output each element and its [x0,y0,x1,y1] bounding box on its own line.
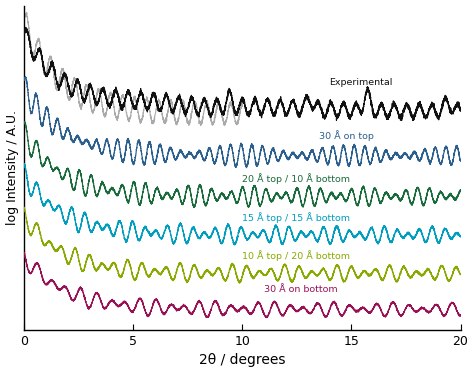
Text: 20 Å top / 10 Å bottom: 20 Å top / 10 Å bottom [242,173,350,184]
Y-axis label: log Intensity / A.U.: log Intensity / A.U. [6,110,18,225]
Text: Experimental: Experimental [329,78,393,87]
X-axis label: 2θ / degrees: 2θ / degrees [199,354,285,367]
Text: 15 Å top / 15 Å bottom: 15 Å top / 15 Å bottom [242,211,350,223]
Text: 30 Å on top: 30 Å on top [319,130,374,141]
Text: 30 Å on bottom: 30 Å on bottom [264,285,338,294]
Text: 10 Å top / 20 Å bottom: 10 Å top / 20 Å bottom [242,250,350,261]
